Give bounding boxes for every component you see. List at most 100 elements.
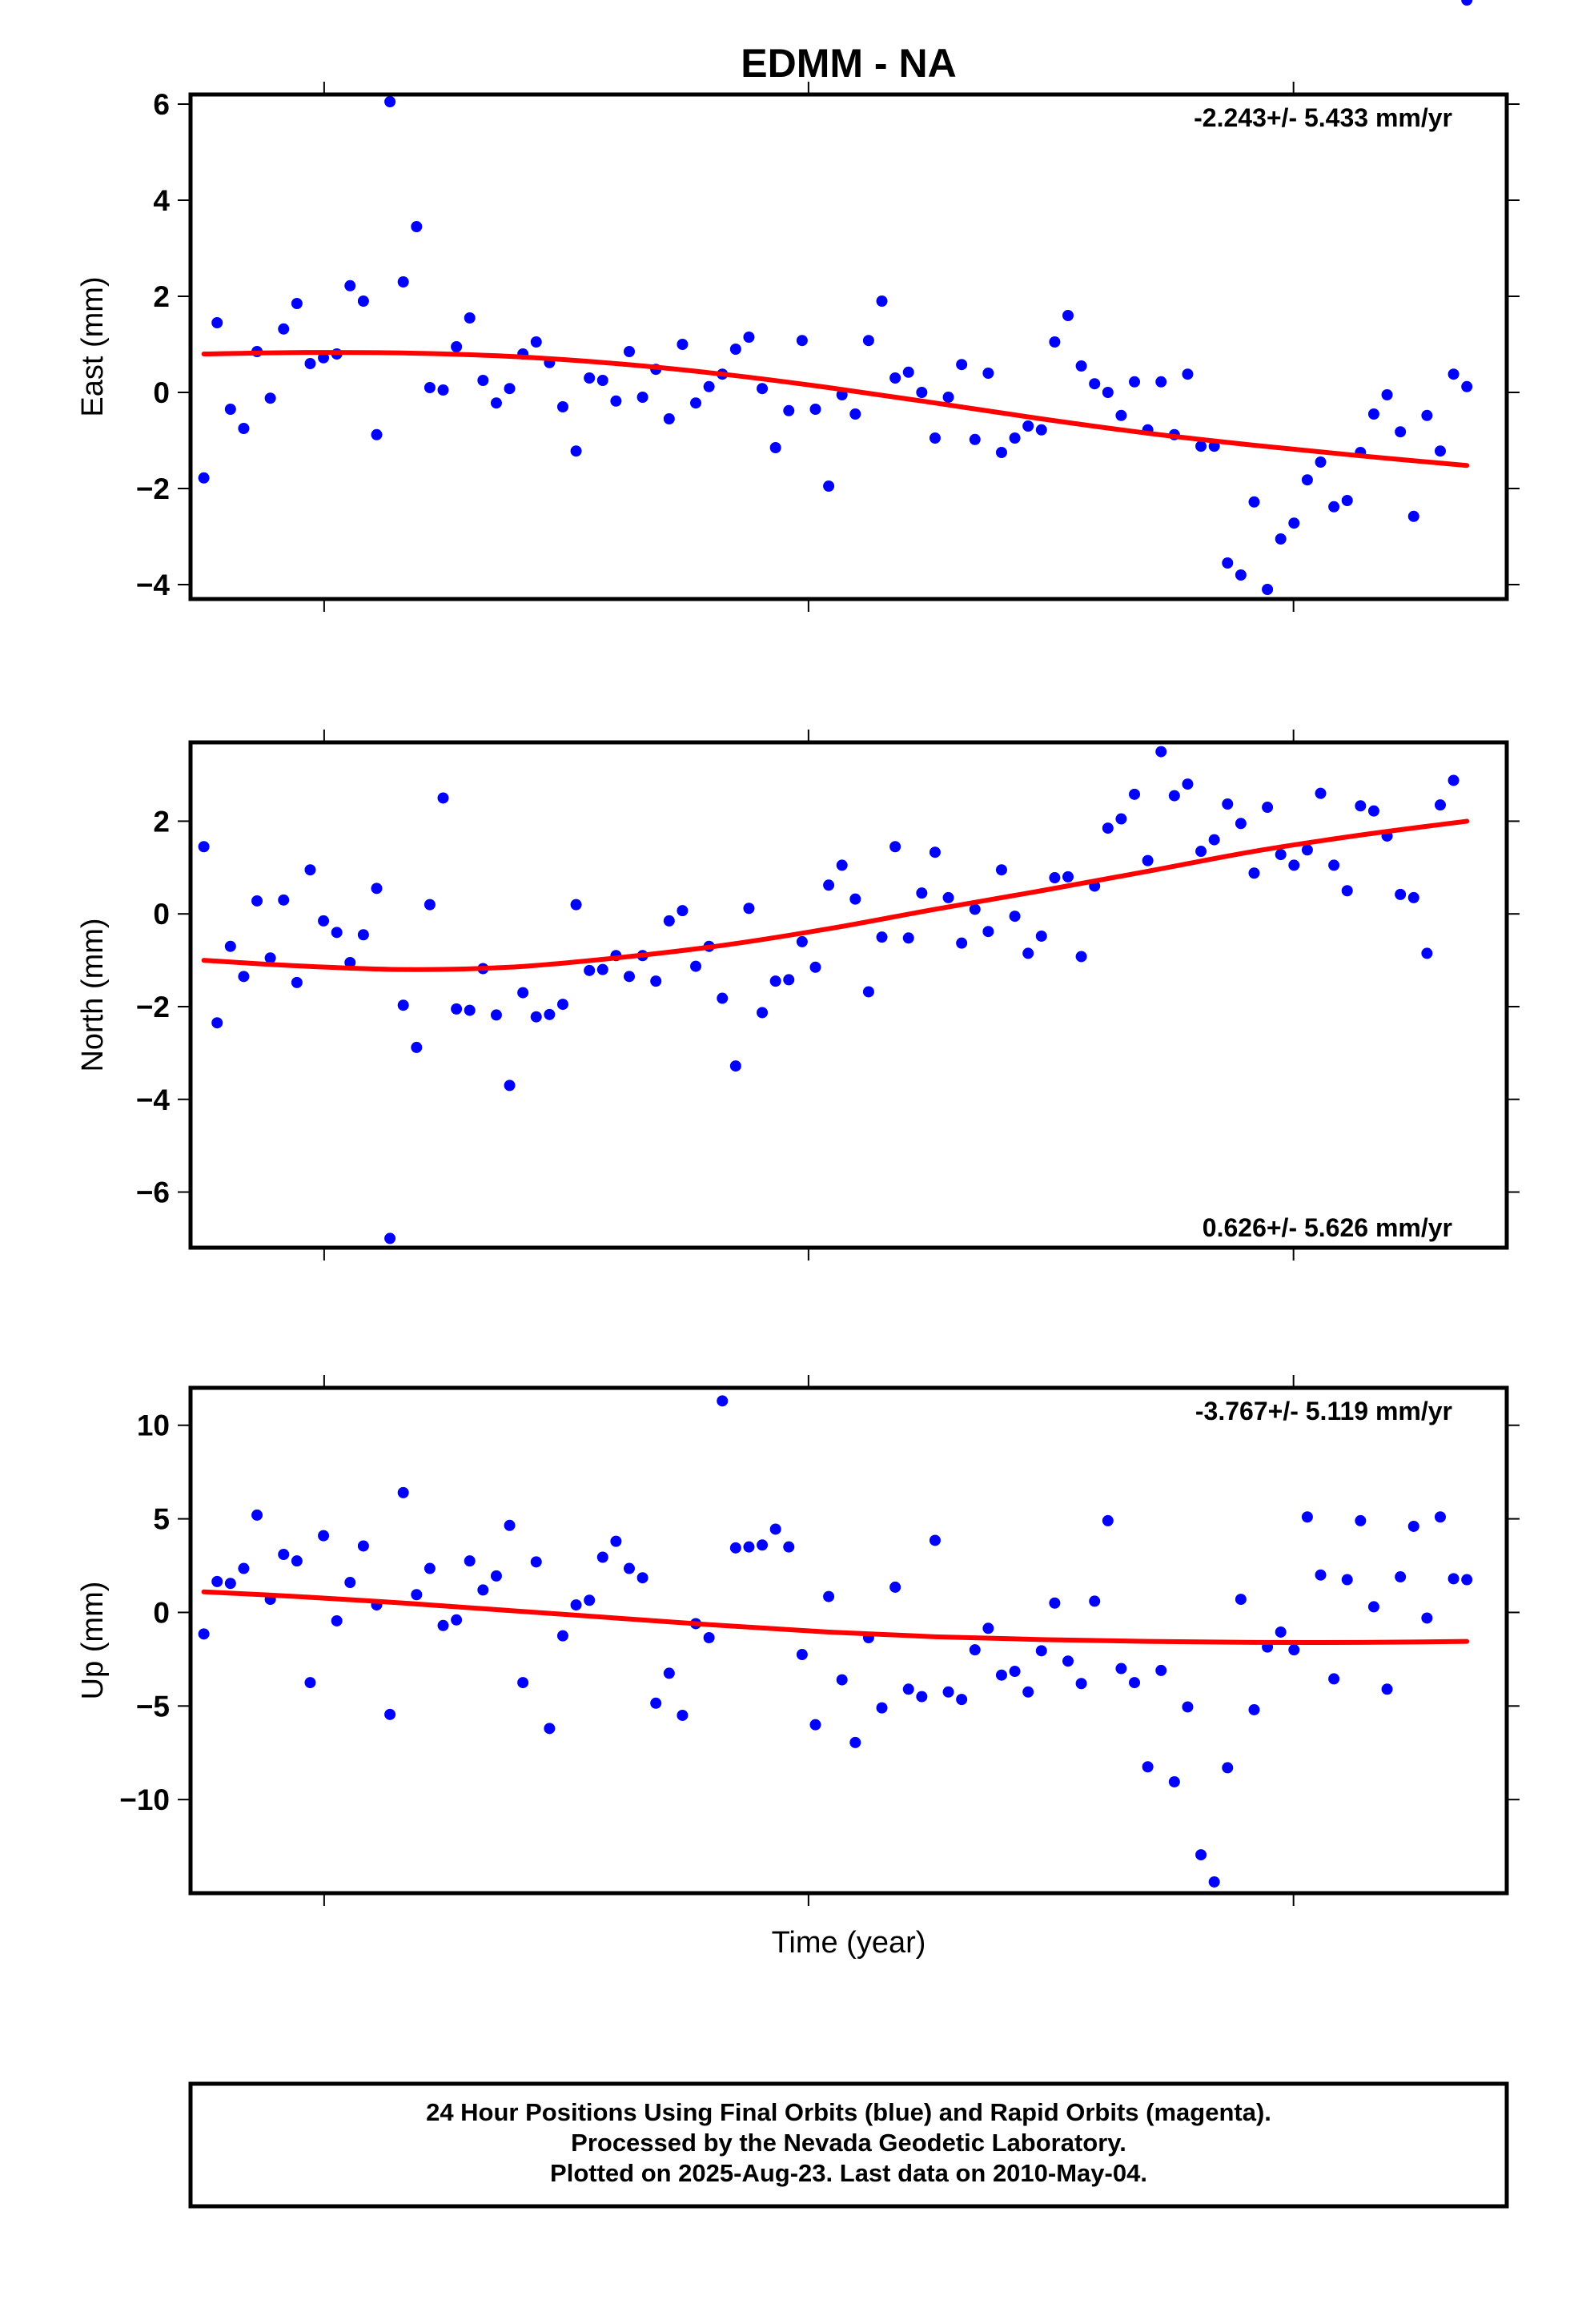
east-data-point (624, 346, 635, 357)
east-data-point (490, 397, 502, 409)
footer-frame (188, 2081, 1509, 2209)
north-data-point (1434, 799, 1446, 811)
up-data-point (1022, 1686, 1034, 1698)
up-data-point (956, 1694, 968, 1706)
north-ytick-label: 2 (153, 805, 170, 838)
north-data-point (344, 956, 356, 968)
north-data-point (743, 903, 755, 915)
up-data-point (1341, 1574, 1353, 1586)
up-data-point (451, 1614, 463, 1626)
north-data-point (1102, 822, 1114, 834)
east-rate-label: -2.243+/- 5.433 mm/yr (1194, 103, 1452, 132)
east-data-point (876, 296, 888, 307)
north-data-point (556, 999, 568, 1011)
up-data-point (969, 1644, 981, 1656)
north-data-point (809, 961, 821, 973)
up-data-point (1049, 1597, 1061, 1609)
east-ytick-label: −2 (136, 472, 170, 505)
east-data-point (1262, 584, 1274, 595)
east-data-point (1009, 432, 1021, 444)
up-data-point (464, 1555, 476, 1567)
north-data-point (902, 932, 914, 944)
north-data-point (1035, 930, 1047, 942)
north-data-point (291, 976, 303, 988)
north-data-point (1262, 802, 1274, 814)
east-data-point (198, 472, 210, 484)
north-data-point (969, 903, 981, 915)
north-data-point (596, 963, 608, 975)
north-data-point (1315, 787, 1327, 799)
north-data-point (717, 992, 729, 1004)
up-data-point (650, 1697, 662, 1709)
east-ytick-label: 4 (153, 184, 170, 217)
north-ytick-label: −2 (136, 991, 170, 1023)
up-data-point (703, 1631, 715, 1643)
east-data-point (596, 375, 608, 386)
east-panel: −4 −2 0 2 4 6 East (mm) -2.243+/- 5.433 mm/yr (76, 82, 1520, 612)
up-data-point (929, 1534, 941, 1546)
east-data-point (1129, 376, 1141, 388)
up-data-point (424, 1562, 436, 1574)
east-data-point (1235, 569, 1247, 581)
east-data-point (743, 332, 755, 343)
up-data-point (304, 1677, 316, 1689)
up-fit-line (201, 1589, 1470, 1645)
north-data-point (929, 846, 941, 858)
up-data-point (278, 1548, 290, 1560)
north-data-point (1062, 870, 1074, 883)
north-data-point (836, 859, 848, 871)
north-data-point (1129, 788, 1141, 800)
up-panel: −10 −5 0 5 10 Up (mm) -3.767+/- 5.119 mm/yr (76, 1375, 1520, 1906)
east-data-point (1341, 495, 1353, 506)
east-plot-frame (188, 92, 1509, 601)
up-data-point (1407, 1520, 1419, 1532)
east-data-point (1275, 533, 1287, 545)
north-data-point (690, 960, 702, 972)
up-data-point (477, 1584, 489, 1596)
up-data-point (809, 1719, 821, 1731)
up-data-point (1155, 1664, 1167, 1676)
north-data-point (1022, 947, 1034, 959)
north-data-point (650, 975, 662, 987)
east-data-point (1461, 380, 1473, 392)
up-data-point (1222, 1762, 1234, 1774)
east-data-point (1381, 389, 1393, 400)
north-data-point (437, 792, 449, 804)
up-data-point (1208, 1876, 1220, 1888)
east-data-point (264, 392, 276, 404)
north-data-point (1222, 798, 1234, 810)
up-data-point (1115, 1663, 1127, 1675)
north-data-point (570, 899, 582, 911)
east-data-point (757, 383, 769, 395)
east-data-point (1035, 424, 1047, 436)
up-data-point (624, 1562, 635, 1574)
up-data-point (504, 1519, 516, 1531)
north-data-point (823, 879, 835, 891)
east-data-point (677, 339, 689, 350)
east-data-point (437, 384, 449, 396)
north-data-point (251, 895, 263, 907)
north-data-point (1195, 846, 1207, 858)
north-data-point (451, 1003, 463, 1015)
up-ytick-label: −5 (136, 1690, 170, 1723)
east-data-point (304, 358, 316, 369)
up-data-point (757, 1539, 769, 1551)
up-data-point (1035, 1645, 1047, 1657)
east-data-point (318, 352, 330, 364)
north-plot-frame (188, 740, 1509, 1250)
east-data-point (1407, 510, 1419, 522)
east-data-point (1195, 440, 1207, 452)
up-data-point (1434, 1511, 1446, 1523)
up-data-point (556, 1630, 568, 1642)
up-data-point (211, 1575, 223, 1587)
east-data-point (556, 401, 568, 412)
east-data-point (982, 368, 994, 379)
up-data-point (836, 1674, 848, 1686)
north-data-point (1009, 911, 1021, 923)
north-data-point (384, 1232, 396, 1244)
east-data-point (211, 317, 223, 328)
east-data-point (1395, 426, 1407, 438)
up-ytick-label: −10 (119, 1783, 170, 1816)
north-data-point (530, 1011, 542, 1023)
